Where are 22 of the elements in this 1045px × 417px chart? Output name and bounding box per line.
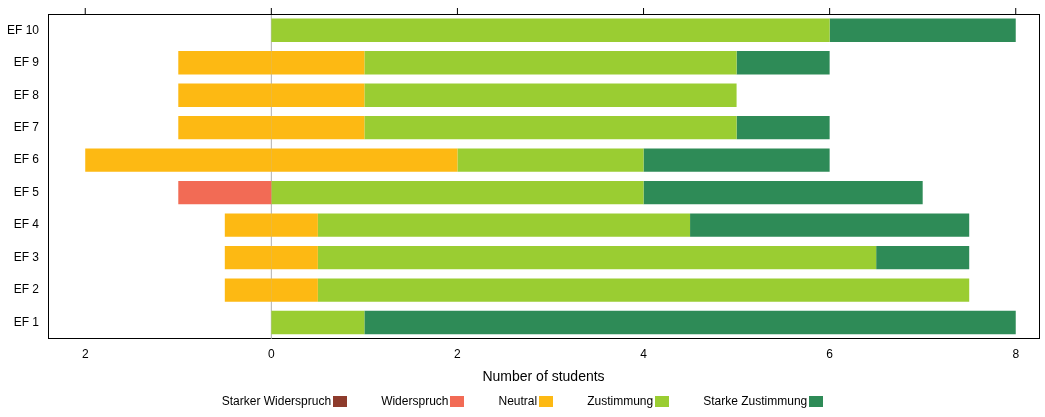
x-tick-label: 0 [267,347,275,362]
legend-label: Starke Zustimmung [703,394,808,408]
x-tick-label: 8 [1012,347,1020,362]
x-tick-label: 4 [640,347,648,362]
y-tick-label: EF 6 [13,152,40,167]
y-tick-label: EF 4 [13,217,40,232]
legend-label: Zustimmung [587,394,654,408]
y-tick-label: EF 9 [13,55,40,70]
legend-label: Neutral [498,394,538,408]
y-tick-label: EF 7 [13,119,40,134]
y-tick-label: EF 5 [13,184,40,199]
x-tick-label: 6 [826,347,834,362]
y-tick-label: EF 8 [13,87,40,102]
x-tick-label: 2 [454,347,462,362]
x-axis-title: Number of students [482,368,605,385]
legend-label: Widerspruch [381,394,449,408]
y-tick-label: EF 2 [13,282,40,297]
y-tick-label: EF 10 [7,22,40,37]
y-tick-label: EF 3 [13,249,40,264]
y-tick-label: EF 1 [13,314,40,329]
x-tick-label: 2 [81,347,89,362]
legend-label: Starker Widerspruch [221,394,332,408]
